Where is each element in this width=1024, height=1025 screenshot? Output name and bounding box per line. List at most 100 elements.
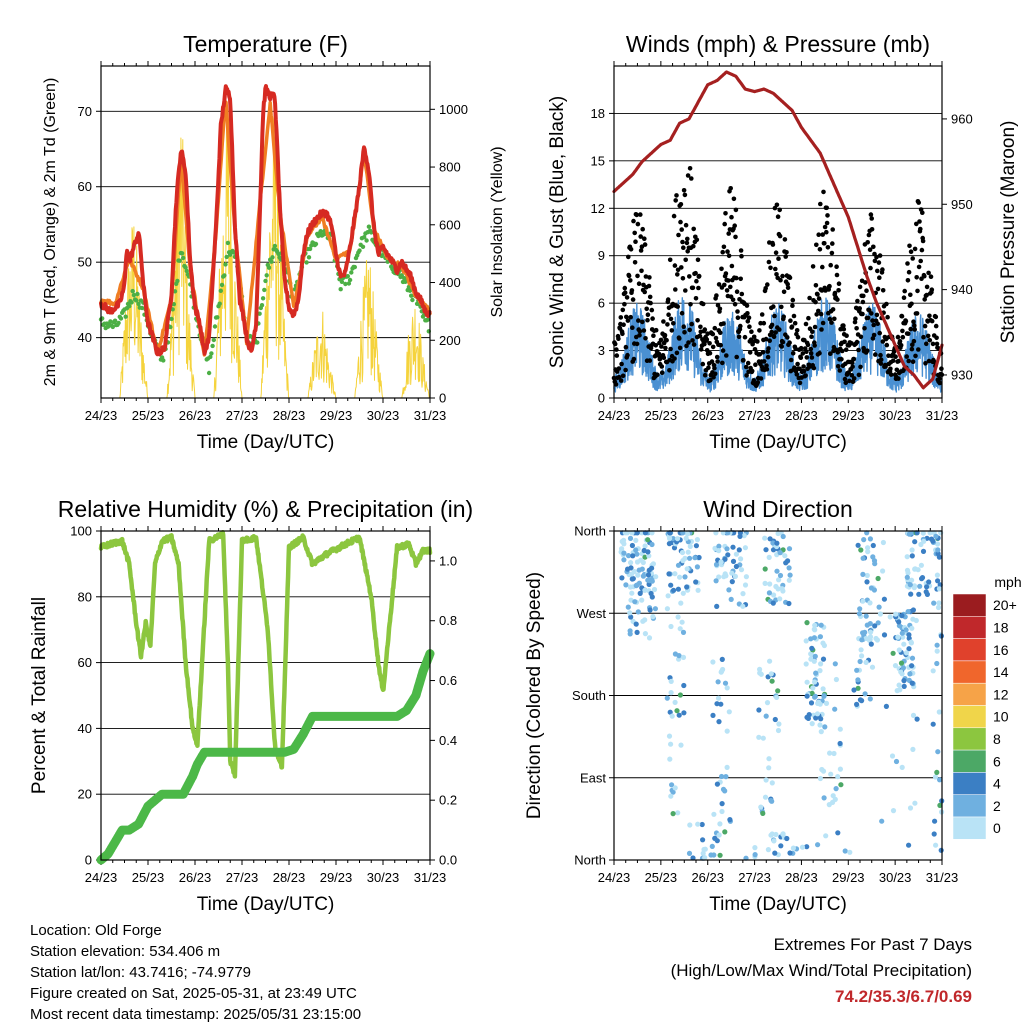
gust-point xyxy=(635,221,641,227)
direction-point xyxy=(932,818,938,824)
dewpoint-point xyxy=(168,324,173,330)
dewpoint-point xyxy=(172,289,178,294)
gust-point xyxy=(774,272,779,277)
gust-point xyxy=(677,336,682,341)
dewpoint-point xyxy=(209,351,214,356)
gust-point xyxy=(630,325,635,331)
gust-point xyxy=(816,308,821,314)
gust-point xyxy=(813,299,818,305)
legend-swatch-3 xyxy=(952,660,987,684)
gust-point xyxy=(690,338,695,343)
gust-point xyxy=(723,211,728,216)
y-tick-label-2-6: 18 xyxy=(591,106,605,121)
direction-point xyxy=(897,687,903,693)
gust-point xyxy=(712,371,718,377)
direction-point xyxy=(896,682,902,688)
direction-point xyxy=(817,775,824,782)
y-tick-label-3-3: 60 xyxy=(78,655,92,670)
direction-point xyxy=(921,538,927,544)
gust-point xyxy=(825,245,831,250)
gust-point xyxy=(861,293,866,299)
direction-point xyxy=(650,614,656,620)
gust-point xyxy=(672,263,678,268)
legend-label-0: 20+ xyxy=(993,597,1017,613)
direction-point xyxy=(812,693,818,700)
direction-point xyxy=(672,651,679,657)
gust-point xyxy=(883,364,888,369)
direction-point xyxy=(868,641,874,647)
direction-point xyxy=(896,647,902,653)
gust-point xyxy=(888,366,893,372)
gust-point xyxy=(795,361,800,367)
direction-point xyxy=(633,547,639,553)
gust-point xyxy=(663,345,668,351)
y-tick-label-3-0: 0 xyxy=(85,853,92,868)
gust-point xyxy=(829,250,835,256)
direction-point xyxy=(904,574,910,580)
direction-point xyxy=(685,549,691,555)
dewpoint-point xyxy=(366,224,372,229)
direction-point xyxy=(767,536,773,542)
gust-point xyxy=(794,372,800,377)
y-axis-right-label-1: Solar Insolation (Yellow) xyxy=(489,146,506,317)
gust-point xyxy=(888,372,894,377)
gust-point xyxy=(745,311,750,316)
gust-point xyxy=(904,354,909,359)
gust-point xyxy=(790,303,795,309)
direction-point xyxy=(859,653,865,659)
direction-point xyxy=(896,619,902,625)
direction-point xyxy=(763,547,769,553)
gust-point xyxy=(755,380,761,385)
gust-point xyxy=(625,318,631,323)
gust-point xyxy=(927,338,933,343)
direction-point xyxy=(729,570,735,576)
direction-point xyxy=(881,632,888,638)
dewpoint-point xyxy=(161,358,166,363)
dewpoint-point xyxy=(175,278,180,284)
gust-point xyxy=(813,283,819,288)
direction-point xyxy=(738,567,745,573)
legend-swatch-9 xyxy=(952,794,987,818)
direction-point xyxy=(936,709,942,715)
total-rainfall-line xyxy=(96,649,435,865)
gust-point xyxy=(757,328,762,333)
gust-point xyxy=(869,216,874,221)
direction-point xyxy=(717,852,723,858)
gust-point xyxy=(676,232,681,238)
direction-point xyxy=(817,722,823,728)
gust-point xyxy=(865,348,870,354)
direction-point xyxy=(760,735,766,741)
direction-point xyxy=(724,764,730,771)
dewpoint-point xyxy=(224,254,229,260)
direction-point xyxy=(711,811,717,817)
dewpoint-point xyxy=(270,255,275,260)
gust-point xyxy=(928,274,934,280)
direction-point xyxy=(775,727,782,734)
gust-point xyxy=(787,340,792,346)
gust-point xyxy=(924,341,929,347)
direction-point xyxy=(909,553,915,559)
gust-point xyxy=(675,272,680,277)
gust-point xyxy=(630,297,636,302)
dewpoint-point xyxy=(263,278,268,284)
gust-point xyxy=(613,382,619,387)
gust-point xyxy=(772,313,777,319)
direction-point xyxy=(627,535,634,542)
direction-point xyxy=(936,586,943,592)
gust-point xyxy=(636,281,642,287)
gust-point xyxy=(720,348,726,353)
direction-point xyxy=(872,623,878,629)
x-tick-label-1-6: 30/23 xyxy=(367,408,400,423)
direction-point xyxy=(640,559,646,566)
gust-point xyxy=(665,322,670,327)
gust-point xyxy=(789,324,795,330)
gust-point xyxy=(645,312,651,318)
gust-point xyxy=(880,339,886,344)
gust-point xyxy=(749,329,754,335)
gust-point xyxy=(763,336,769,342)
direction-point xyxy=(930,538,936,544)
gust-point xyxy=(815,292,820,297)
y-right-tick-label-1-2: 400 xyxy=(439,275,461,290)
dewpoint-point xyxy=(307,246,313,252)
gust-point xyxy=(695,318,700,323)
